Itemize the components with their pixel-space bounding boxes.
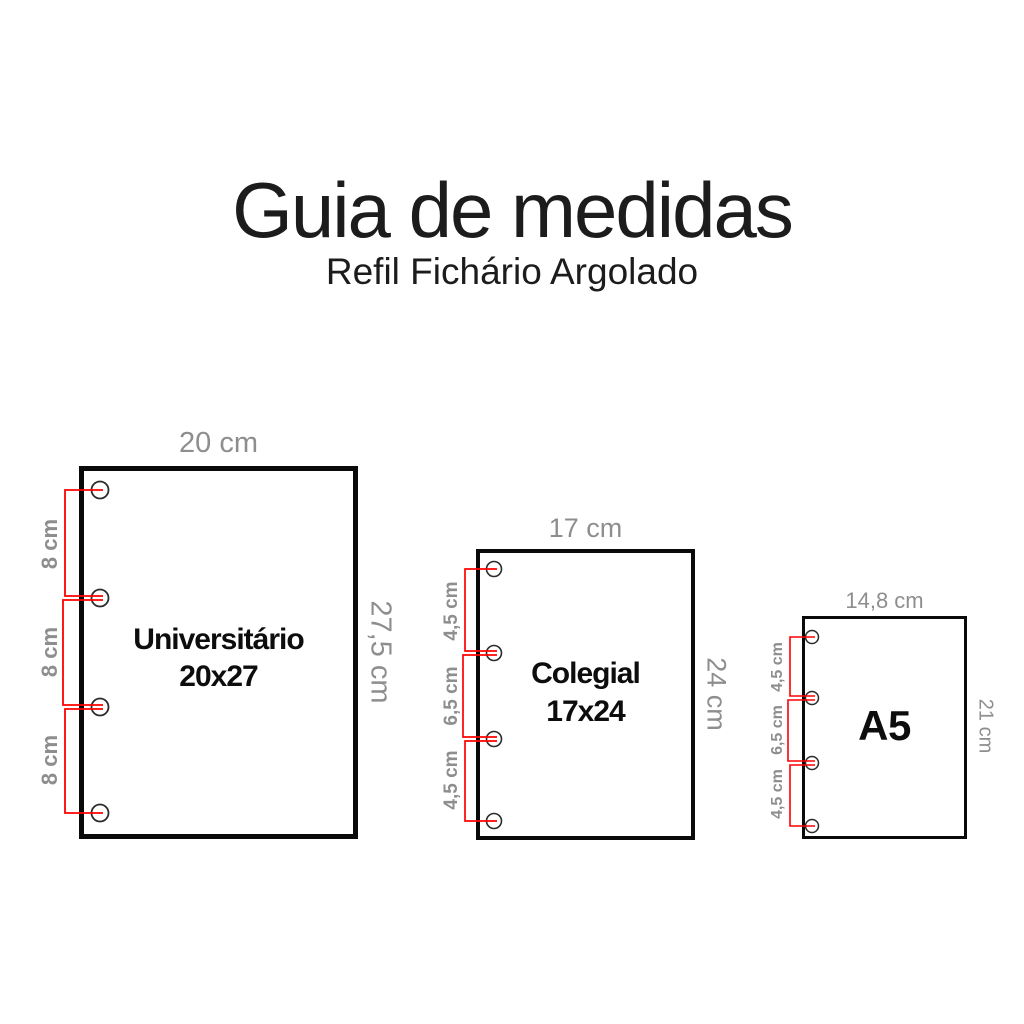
sheet-title-universitario: Universitário 20x27 (79, 621, 358, 695)
gap-label-universitario-1: 8 cm (37, 518, 62, 570)
sheet-width-label-a5: 14,8 cm (845, 588, 924, 613)
gap-label-colegial-1: 4,5 cm (441, 581, 462, 641)
page-title: Guia de medidas (232, 166, 794, 254)
gap-label-a5-2: 6,5 cm (769, 705, 786, 755)
gap-label-a5-3: 4,5 cm (769, 769, 786, 819)
sheet-title-a5: A5 (802, 703, 967, 749)
gap-label-universitario-3: 8 cm (37, 734, 62, 786)
gap-label-a5-1: 4,5 cm (769, 642, 786, 692)
sheet-name-a5: A5 (858, 702, 911, 749)
gap-label-universitario-2: 8 cm (37, 626, 62, 678)
sheet-size-colegial: 17x24 (546, 695, 625, 728)
gap-label-colegial-3: 4,5 cm (441, 750, 462, 810)
sheet-size-universitario: 20x27 (179, 660, 258, 693)
sheet-name-universitario: Universitário (133, 623, 304, 656)
sheet-height-label-a5: 21 cm (974, 698, 997, 754)
sheet-width-label-colegial: 17 cm (548, 513, 623, 543)
page-subtitle: Refil Fichário Argolado (325, 251, 699, 292)
sheet-height-label-colegial: 24 cm (701, 657, 732, 731)
sheet-width-label-universitario: 20 cm (179, 427, 258, 459)
gap-label-colegial-2: 6,5 cm (441, 666, 462, 726)
sheet-name-colegial: Colegial (531, 657, 641, 690)
sheet-title-colegial: Colegial 17x24 (476, 655, 695, 731)
sheet-height-label-universitario: 27,5 cm (364, 600, 397, 704)
